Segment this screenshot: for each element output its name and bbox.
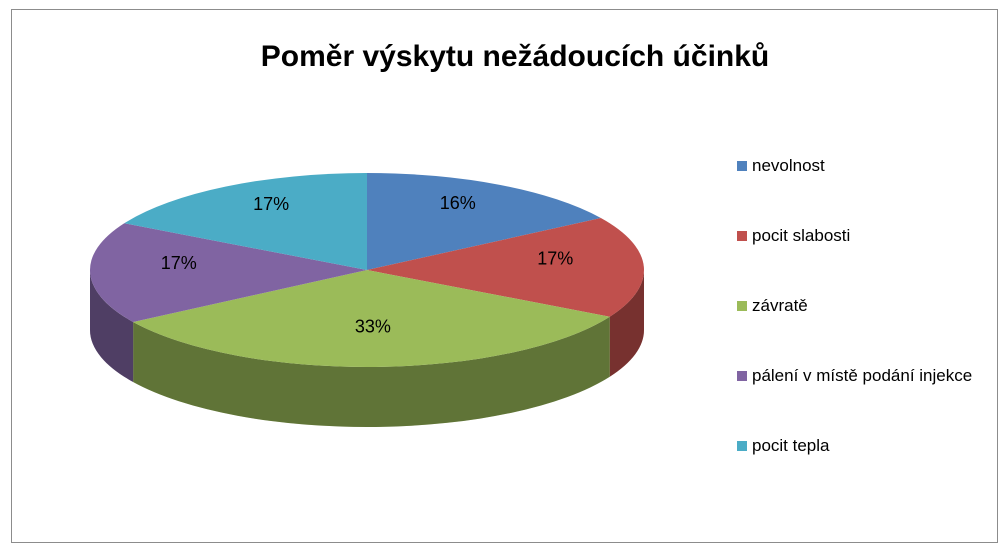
legend-swatch: [737, 371, 747, 381]
legend-item: pocit slabosti: [737, 223, 987, 249]
pie-wall-shade: [89, 270, 134, 382]
pie-wall-shade: [133, 316, 610, 428]
legend-item: pocit tepla: [737, 433, 987, 459]
pie-slice: [89, 223, 367, 322]
pie-slice: [124, 173, 367, 270]
legend-label: nevolnost: [752, 156, 825, 175]
data-label: 16%: [440, 193, 476, 213]
data-label: 17%: [161, 253, 197, 273]
pie-wall: [89, 270, 134, 382]
legend-swatch: [737, 441, 747, 451]
chart-frame: [11, 9, 998, 543]
pie-wall-shade: [609, 270, 644, 377]
pie-slice: [133, 270, 610, 368]
legend-swatch: [737, 231, 747, 241]
legend-label: závratě: [752, 296, 808, 315]
legend-label: pocit slabosti: [752, 226, 851, 245]
legend-label: pocit tepla: [752, 436, 830, 455]
data-label: 33%: [355, 317, 391, 337]
legend-label: pálení v místě podání injekce: [752, 366, 973, 385]
legend-swatch: [737, 301, 747, 311]
legend-item: závratě: [737, 293, 987, 319]
data-label: 17%: [537, 249, 573, 269]
pie-slice: [367, 218, 645, 317]
chart-title: Poměr výskytu nežádoucích účinků: [261, 40, 770, 73]
legend-item: nevolnost: [737, 153, 987, 179]
pie-wall: [133, 316, 610, 428]
legend-item: pálení v místě podání injekce: [737, 363, 987, 389]
pie-slice: [367, 173, 601, 270]
pie-wall: [609, 270, 644, 377]
legend-swatch: [737, 161, 747, 171]
data-label: 17%: [253, 194, 289, 214]
